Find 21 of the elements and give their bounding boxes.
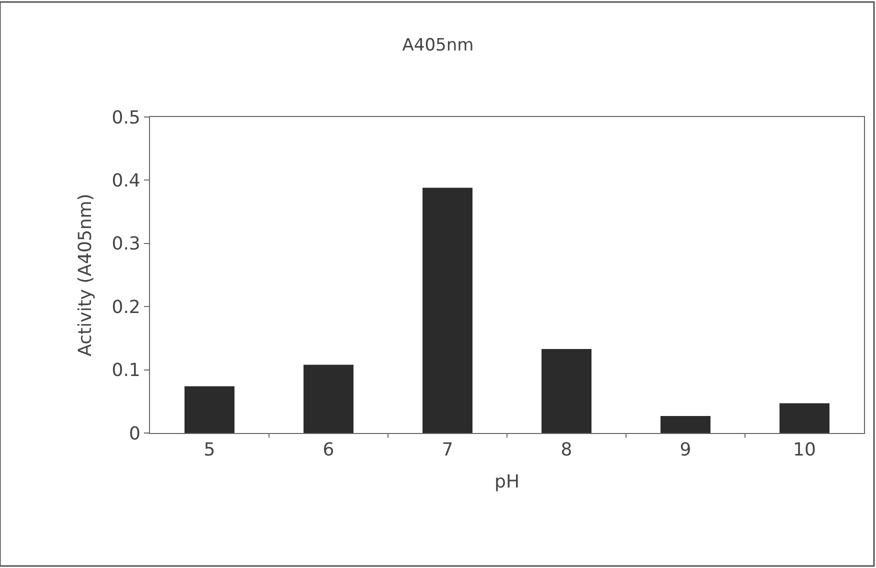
x-tick-label: 8 [560, 440, 572, 461]
bar [184, 386, 234, 433]
bar [542, 348, 592, 433]
x-tick-label: 10 [793, 440, 816, 461]
y-tick-label: 0.4 [112, 170, 140, 192]
bar [422, 188, 472, 433]
y-tick-label: 0 [128, 423, 140, 444]
x-tick-label: 7 [442, 440, 454, 461]
y-tick-label: 0.2 [112, 296, 140, 318]
x-tick-label: 5 [204, 440, 216, 461]
y-tick-label: 0.1 [112, 360, 140, 382]
x-axis-title: pH [494, 472, 520, 493]
y-axis-title: Activity (A405nm) [74, 194, 96, 356]
bar [660, 416, 710, 433]
x-tick-label: 6 [322, 440, 334, 461]
chart-title: A405nm [402, 36, 474, 56]
x-tick-label: 9 [680, 440, 692, 461]
y-tick-label: 0.3 [112, 234, 140, 255]
bar [304, 364, 354, 433]
y-tick-label: 0.5 [112, 107, 140, 128]
bar [780, 403, 830, 433]
